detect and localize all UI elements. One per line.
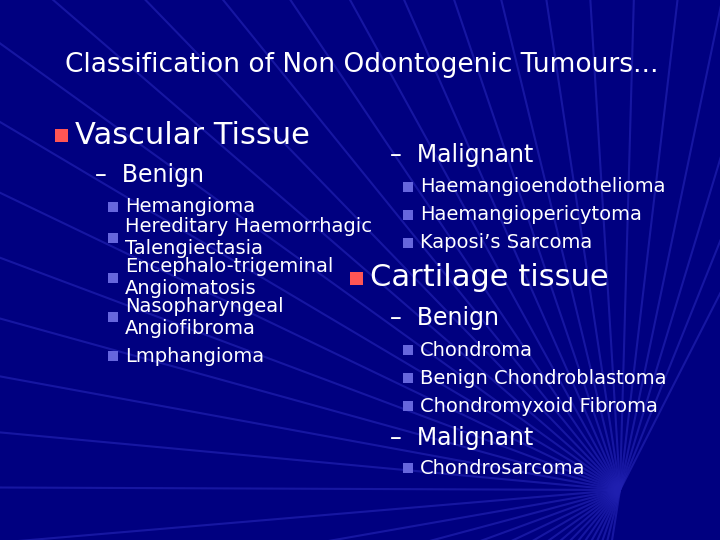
- Text: Encephalo-trigeminal
Angiomatosis: Encephalo-trigeminal Angiomatosis: [125, 258, 333, 299]
- Text: Cartilage tissue: Cartilage tissue: [370, 264, 608, 293]
- Text: Haemangiopericytoma: Haemangiopericytoma: [420, 206, 642, 225]
- Bar: [108, 273, 118, 283]
- Bar: [108, 202, 118, 212]
- Bar: [108, 233, 118, 243]
- Bar: [403, 182, 413, 192]
- Bar: [403, 345, 413, 355]
- Text: Vascular Tissue: Vascular Tissue: [75, 120, 310, 150]
- Text: –  Benign: – Benign: [95, 163, 204, 187]
- Text: Kaposi’s Sarcoma: Kaposi’s Sarcoma: [420, 233, 593, 253]
- Text: Chondroma: Chondroma: [420, 341, 533, 360]
- Text: Nasopharyngeal
Angiofibroma: Nasopharyngeal Angiofibroma: [125, 296, 284, 338]
- Text: Chondromyxoid Fibroma: Chondromyxoid Fibroma: [420, 396, 658, 415]
- Bar: [108, 312, 118, 322]
- Text: –  Malignant: – Malignant: [390, 426, 534, 450]
- Bar: [403, 401, 413, 411]
- Bar: [403, 210, 413, 220]
- Text: Lmphangioma: Lmphangioma: [125, 347, 264, 366]
- Text: –  Malignant: – Malignant: [390, 143, 534, 167]
- Text: Chondrosarcoma: Chondrosarcoma: [420, 458, 585, 477]
- Bar: [350, 272, 363, 285]
- Text: Hemangioma: Hemangioma: [125, 198, 255, 217]
- Bar: [108, 351, 118, 361]
- Bar: [55, 129, 68, 142]
- Text: –  Benign: – Benign: [390, 306, 499, 330]
- Text: Hereditary Haemorrhagic
Talengiectasia: Hereditary Haemorrhagic Talengiectasia: [125, 218, 372, 259]
- Bar: [403, 463, 413, 473]
- Bar: [403, 238, 413, 248]
- Bar: [403, 373, 413, 383]
- Text: Benign Chondroblastoma: Benign Chondroblastoma: [420, 368, 667, 388]
- Text: Classification of Non Odontogenic Tumours...: Classification of Non Odontogenic Tumour…: [65, 52, 659, 78]
- Text: Haemangioendothelioma: Haemangioendothelioma: [420, 178, 665, 197]
